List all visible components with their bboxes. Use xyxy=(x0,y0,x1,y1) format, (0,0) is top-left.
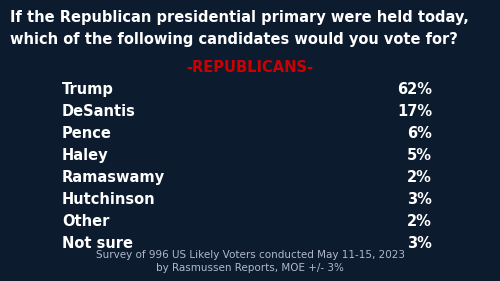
Text: Hutchinson: Hutchinson xyxy=(62,192,156,207)
Text: DeSantis: DeSantis xyxy=(62,104,136,119)
Text: Ramaswamy: Ramaswamy xyxy=(62,170,165,185)
Text: 2%: 2% xyxy=(407,214,432,229)
Text: Pence: Pence xyxy=(62,126,112,141)
Text: which of the following candidates would you vote for?: which of the following candidates would … xyxy=(10,32,458,47)
Text: 17%: 17% xyxy=(397,104,432,119)
Text: 3%: 3% xyxy=(407,236,432,251)
Text: Other: Other xyxy=(62,214,110,229)
Text: 2%: 2% xyxy=(407,170,432,185)
Text: Trump: Trump xyxy=(62,82,114,97)
Text: Survey of 996 US Likely Voters conducted May 11-15, 2023: Survey of 996 US Likely Voters conducted… xyxy=(96,250,405,260)
Text: 5%: 5% xyxy=(407,148,432,163)
Text: by Rasmussen Reports, MOE +/- 3%: by Rasmussen Reports, MOE +/- 3% xyxy=(156,263,344,273)
Text: 6%: 6% xyxy=(407,126,432,141)
Text: Haley: Haley xyxy=(62,148,108,163)
Text: 62%: 62% xyxy=(397,82,432,97)
Text: Not sure: Not sure xyxy=(62,236,133,251)
Text: If the Republican presidential primary were held today,: If the Republican presidential primary w… xyxy=(10,10,469,25)
Text: -REPUBLICANS-: -REPUBLICANS- xyxy=(186,60,314,75)
Text: 3%: 3% xyxy=(407,192,432,207)
